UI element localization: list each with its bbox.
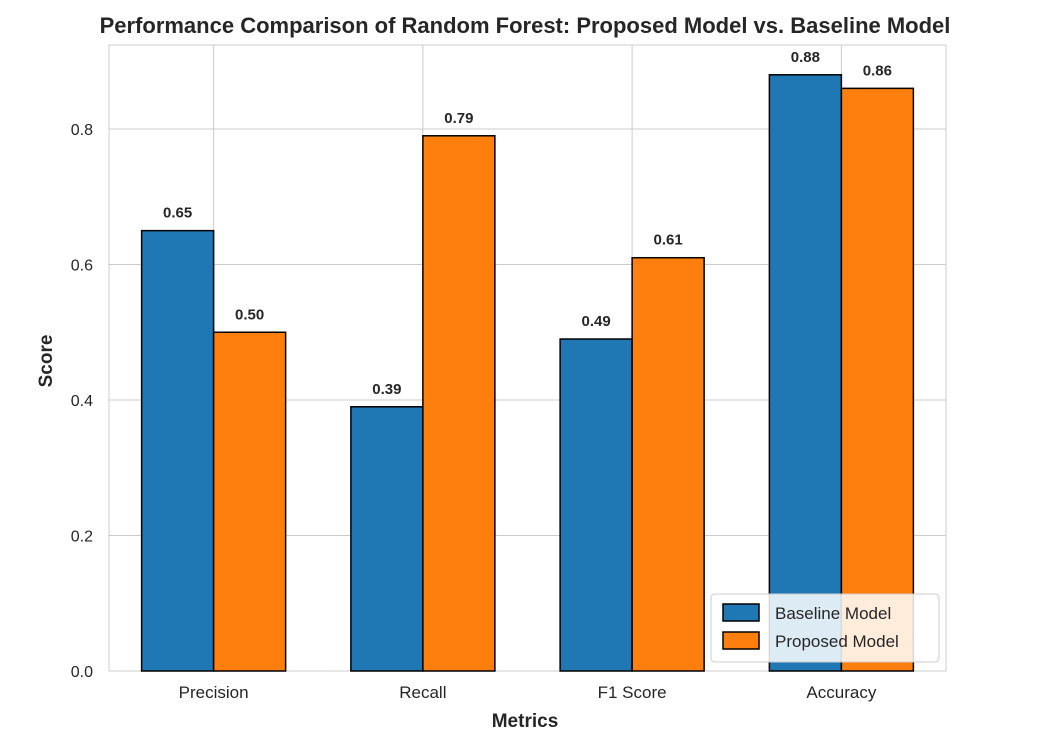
- legend-label: Proposed Model: [775, 632, 899, 651]
- bar: [631, 256, 705, 672]
- y-axis-ticks: 0.0 0.2 0.4 0.6 0.8: [71, 122, 93, 681]
- x-tick-label: F1 Score: [598, 683, 667, 702]
- x-tick-label: Accuracy: [806, 683, 876, 702]
- bar: [768, 74, 843, 672]
- bar: [559, 338, 633, 672]
- data-label: 0.39: [372, 381, 401, 398]
- y-tick-label: 0.4: [71, 393, 93, 410]
- bar: [350, 406, 424, 672]
- data-label: 0.86: [863, 62, 892, 79]
- data-label: 0.49: [582, 313, 611, 330]
- data-label: 0.50: [235, 306, 264, 323]
- bar: [140, 229, 215, 672]
- x-tick-label: Recall: [399, 683, 446, 702]
- y-tick-label: 0.8: [71, 122, 93, 139]
- data-label: 0.61: [654, 232, 683, 249]
- bar: [840, 87, 915, 672]
- y-tick-label: 0.2: [71, 529, 93, 546]
- x-axis-ticks: Precision Recall F1 Score Accuracy: [179, 683, 877, 702]
- data-label: 0.65: [163, 205, 192, 222]
- y-tick-label: 0.6: [71, 258, 93, 275]
- data-labels: 0.65 0.39 0.49 0.88 0.50 0.79 0.61 0.86: [163, 49, 892, 398]
- bars: [140, 74, 915, 672]
- legend-label: Baseline Model: [775, 604, 891, 623]
- x-tick-label: Precision: [179, 683, 249, 702]
- y-tick-label: 0.0: [71, 664, 93, 681]
- legend-swatch: [722, 603, 760, 622]
- bar: [212, 331, 287, 672]
- data-label: 0.88: [791, 49, 820, 66]
- data-label: 0.79: [444, 110, 473, 127]
- legend: Baseline Model Proposed Model: [710, 593, 940, 663]
- y-axis-label: Score: [36, 335, 57, 388]
- legend-box: [710, 593, 940, 663]
- bar: [422, 135, 496, 672]
- x-axis-label: Metrics: [492, 711, 559, 732]
- legend-swatch: [722, 631, 760, 650]
- chart-title: Performance Comparison of Random Forest:…: [100, 13, 951, 38]
